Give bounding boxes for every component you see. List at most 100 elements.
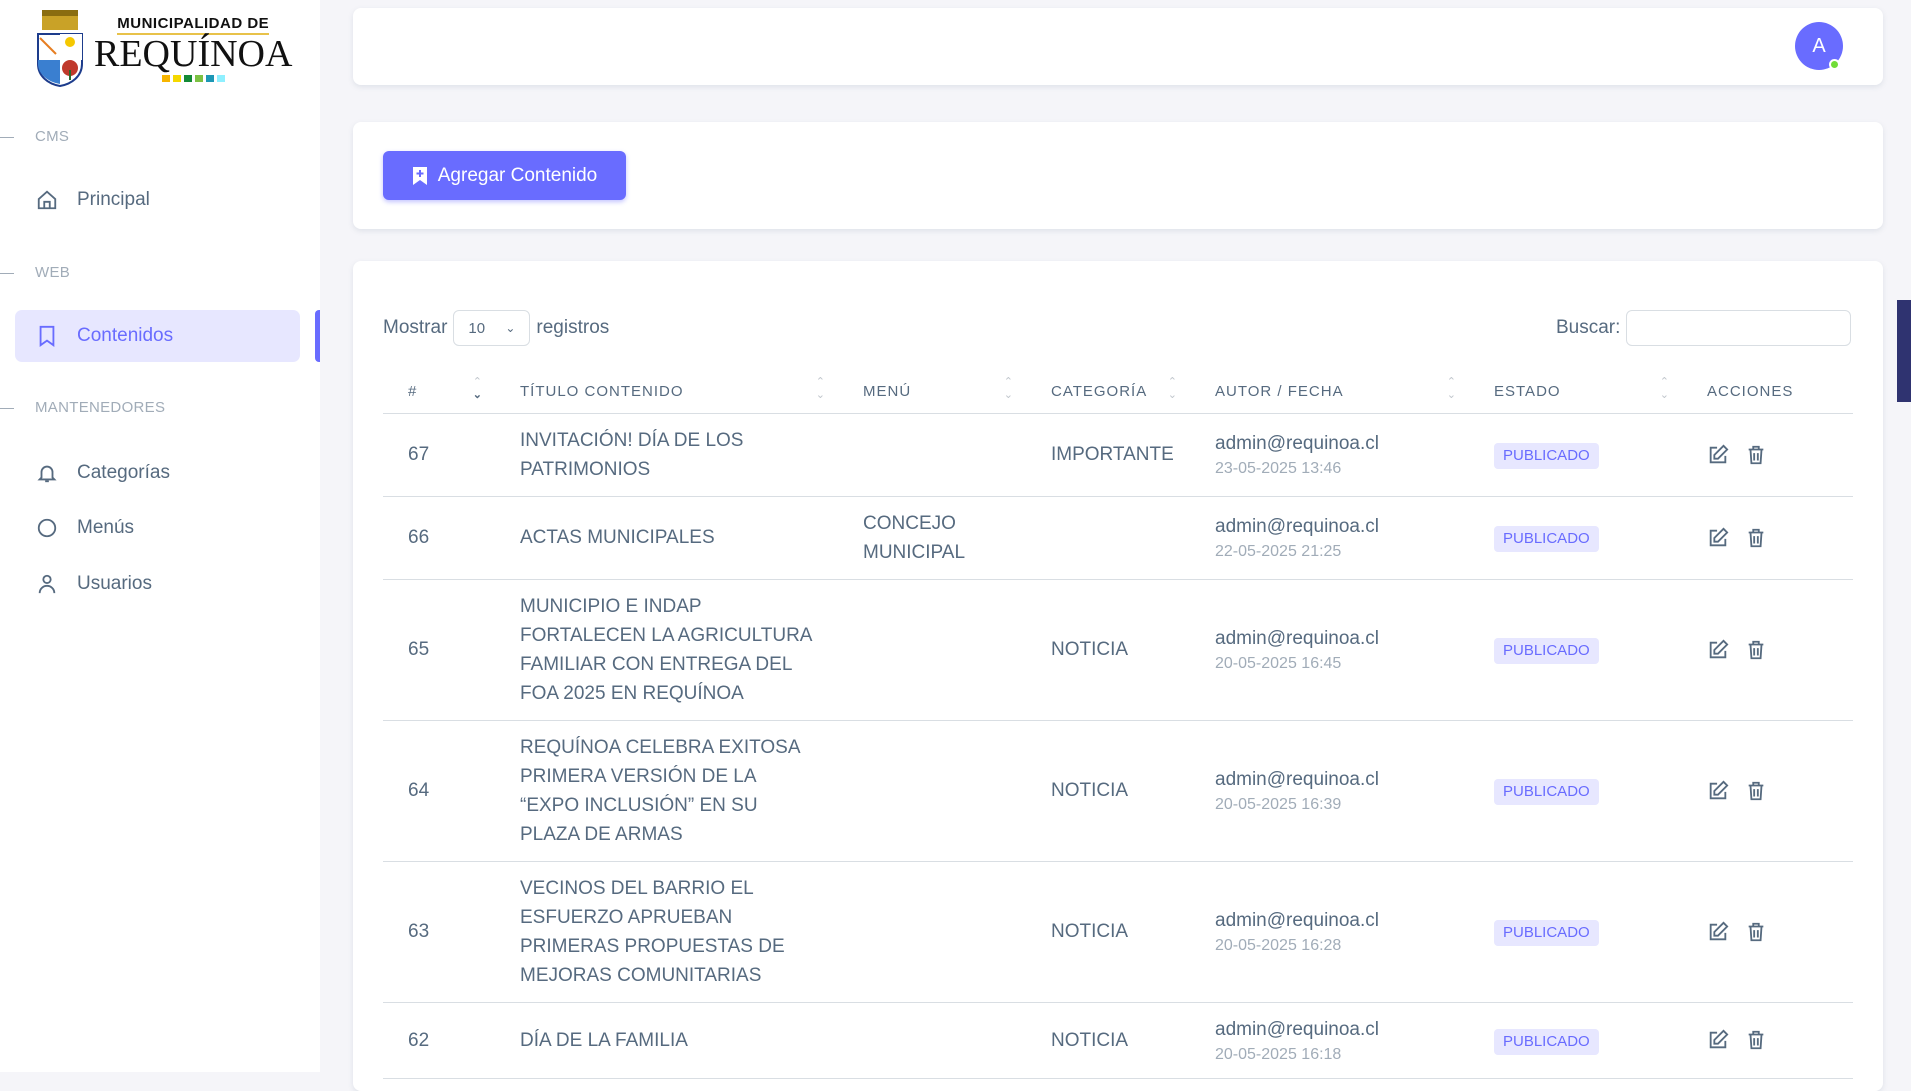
edit-icon[interactable] <box>1707 444 1729 466</box>
cell-menu: CONCEJO MUNICIPAL <box>838 496 1026 580</box>
author: admin@requinoa.cl <box>1215 516 1379 537</box>
cell-status: PUBLICADO <box>1469 579 1682 721</box>
cell-category: NOTICIA <box>1026 861 1190 1003</box>
cell-category: NOTICIA <box>1026 1002 1190 1079</box>
logo-color-dots <box>161 74 225 82</box>
edit-icon[interactable] <box>1707 1029 1729 1051</box>
cell-menu <box>838 413 1026 497</box>
column-header[interactable]: # ⌃ ⌄ <box>383 370 495 414</box>
section-cms: CMS <box>0 128 70 145</box>
search-control: Buscar: <box>1556 310 1852 346</box>
cell-id: 62 <box>383 1002 495 1079</box>
trash-icon[interactable] <box>1745 639 1767 661</box>
trash-icon[interactable] <box>1745 921 1767 943</box>
status-badge: PUBLICADO <box>1494 526 1599 552</box>
sort-icon[interactable]: ⌃ ⌄ <box>815 376 826 401</box>
status-badge: PUBLICADO <box>1494 443 1599 469</box>
column-header[interactable]: Autor / Fecha ⌃ ⌄ <box>1190 370 1469 414</box>
cell-actions <box>1682 861 1853 1003</box>
cell-menu <box>838 720 1026 862</box>
cell-actions <box>1682 413 1853 497</box>
edit-icon[interactable] <box>1707 639 1729 661</box>
cell-menu <box>838 579 1026 721</box>
sidebar: MUNICIPALIDAD DE REQUÍNOA CMS Principal … <box>0 0 320 1072</box>
trash-icon[interactable] <box>1745 1029 1767 1051</box>
date: 22-05-2025 21:25 <box>1215 543 1342 560</box>
date: 20-05-2025 16:28 <box>1215 937 1342 954</box>
page-size-select[interactable]: 10 ⌄ <box>453 310 531 346</box>
cell-id: 63 <box>383 861 495 1003</box>
column-header[interactable]: Menú ⌃ ⌄ <box>838 370 1026 414</box>
scrollbar-thumb[interactable] <box>1897 300 1911 402</box>
cell-author-date: admin@requinoa.cl 20-05-2025 16:45 <box>1190 579 1469 721</box>
section-web: WEB <box>0 264 71 281</box>
bookmark-icon <box>39 325 55 347</box>
table-row: 67 INVITACIÓN! DÍA DE LOS PATRIMONIOS IMPO… <box>383 413 1853 497</box>
municipality-logo[interactable]: MUNICIPALIDAD DE REQUÍNOA <box>36 8 292 88</box>
records-label: registros <box>536 317 610 338</box>
trash-icon[interactable] <box>1745 780 1767 802</box>
sort-icon[interactable]: ⌃ ⌄ <box>1167 376 1178 401</box>
sidebar-item-label: Principal <box>77 189 150 210</box>
logo-dot <box>205 74 214 82</box>
sidebar-item-principal[interactable]: Principal <box>15 174 300 226</box>
bookmark-plus-icon <box>412 166 427 185</box>
sidebar-item-usuarios[interactable]: Usuarios <box>15 558 300 610</box>
bell-icon <box>37 465 57 483</box>
add-content-label: Agregar Contenido <box>437 164 598 186</box>
cell-actions <box>1682 720 1853 862</box>
sidebar-item-label: Contenidos <box>77 325 174 346</box>
sidebar-item-label: Usuarios <box>77 573 152 594</box>
column-header-label: Acciones <box>1707 382 1794 400</box>
cell-author-date: admin@requinoa.cl 22-05-2025 21:25 <box>1190 496 1469 580</box>
search-input[interactable] <box>1626 310 1852 346</box>
cell-id: 67 <box>383 413 495 497</box>
sidebar-item-label: Menús <box>77 517 135 538</box>
user-icon <box>38 574 56 594</box>
column-header-label: Categoría <box>1051 382 1148 400</box>
sidebar-item-menus[interactable]: Menús <box>15 502 300 554</box>
column-header[interactable]: Estado ⌃ ⌄ <box>1469 370 1682 414</box>
cell-id: 64 <box>383 720 495 862</box>
edit-icon[interactable] <box>1707 780 1729 802</box>
cell-author-date: admin@requinoa.cl 20-05-2025 16:39 <box>1190 720 1469 862</box>
cell-id: 65 <box>383 579 495 721</box>
trash-icon[interactable] <box>1745 527 1767 549</box>
active-indicator <box>315 310 320 362</box>
edit-icon[interactable] <box>1707 921 1729 943</box>
cell-author-date: admin@requinoa.cl 20-05-2025 16:18 <box>1190 1002 1469 1079</box>
table-row: 64 REQUÍNOA CELEBRA EXITOSA PRIMERA VERSI… <box>383 720 1853 862</box>
page-size-control: Mostrar 10 ⌄ registros <box>383 310 609 346</box>
circle-icon <box>37 518 57 538</box>
sort-icon[interactable]: ⌃ ⌄ <box>1659 376 1670 401</box>
sidebar-item-contenidos[interactable]: Contenidos <box>15 310 300 362</box>
sort-icon[interactable]: ⌃ ⌄ <box>1446 376 1457 401</box>
author: admin@requinoa.cl <box>1215 910 1379 931</box>
cell-status: PUBLICADO <box>1469 413 1682 497</box>
date: 20-05-2025 16:18 <box>1215 1045 1342 1063</box>
date: 20-05-2025 16:39 <box>1215 796 1342 813</box>
sidebar-item-categorias[interactable]: Categorías <box>15 447 300 499</box>
cell-status: PUBLICADO <box>1469 496 1682 580</box>
online-status-dot <box>1829 59 1840 70</box>
table-row: 66 ACTAS MUNICIPALES CONCEJO MUNICIPAL admi… <box>383 496 1853 580</box>
column-header[interactable]: Título Contenido ⌃ ⌄ <box>495 370 838 414</box>
cell-id: 66 <box>383 496 495 580</box>
cell-title: DÍA DE LA FAMILIA <box>495 1002 838 1079</box>
sort-icon[interactable]: ⌃ ⌄ <box>1003 376 1014 401</box>
table-row: 62 DÍA DE LA FAMILIA NOTICIA admin@requinoa… <box>383 1002 1853 1079</box>
top-navbar <box>353 8 1883 85</box>
edit-icon[interactable] <box>1707 527 1729 549</box>
status-badge: PUBLICADO <box>1494 638 1599 664</box>
add-content-button[interactable]: Agregar Contenido <box>383 151 626 200</box>
sort-icon[interactable]: ⌃ ⌄ <box>472 376 483 401</box>
column-header-label: Título Contenido <box>520 382 684 400</box>
column-header-label: Autor / Fecha <box>1215 382 1344 400</box>
logo-line1: MUNICIPALIDAD DE <box>117 15 270 35</box>
cell-author-date: admin@requinoa.cl 23-05-2025 13:46 <box>1190 413 1469 497</box>
sidebar-item-label: Categorías <box>77 462 170 483</box>
column-header[interactable]: Categoría ⌃ ⌄ <box>1026 370 1190 414</box>
trash-icon[interactable] <box>1745 444 1767 466</box>
logo-dot <box>216 74 225 82</box>
author: admin@requinoa.cl <box>1215 628 1379 649</box>
